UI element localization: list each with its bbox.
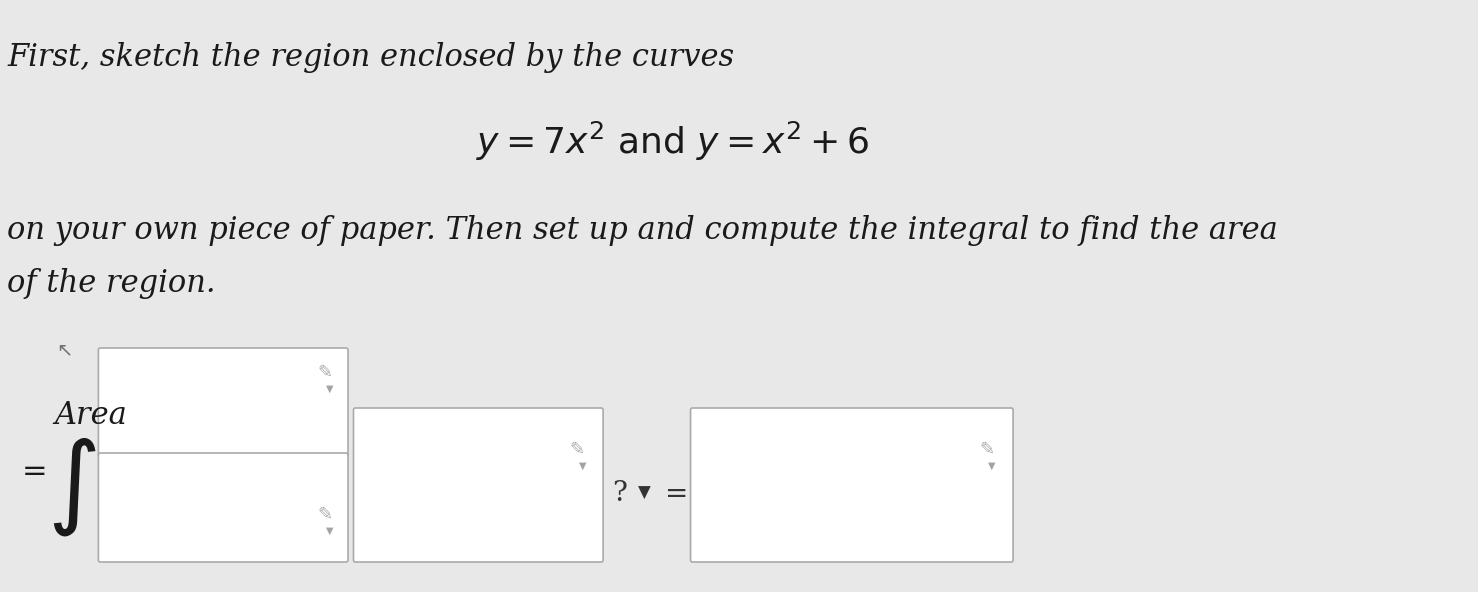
- Text: First, sketch the region enclosed by the curves: First, sketch the region enclosed by the…: [7, 42, 735, 73]
- FancyBboxPatch shape: [353, 408, 603, 562]
- Text: ?: ?: [612, 480, 627, 507]
- Text: ↖: ↖: [56, 340, 72, 359]
- Text: of the region.: of the region.: [7, 268, 216, 299]
- Text: ✎: ✎: [318, 364, 333, 382]
- Text: ▼: ▼: [327, 526, 334, 536]
- Text: ▼: ▼: [989, 461, 996, 471]
- FancyBboxPatch shape: [99, 453, 347, 562]
- Text: ▼: ▼: [327, 384, 334, 394]
- Text: $\int$: $\int$: [47, 435, 96, 538]
- Text: ▼: ▼: [578, 461, 585, 471]
- Text: $y = 7x^2$ and $y = x^2 + 6$: $y = 7x^2$ and $y = x^2 + 6$: [476, 120, 871, 163]
- FancyBboxPatch shape: [690, 408, 1012, 562]
- FancyBboxPatch shape: [99, 348, 347, 457]
- Text: ▼: ▼: [637, 484, 650, 502]
- Text: Area: Area: [55, 400, 127, 431]
- Text: ✎: ✎: [318, 506, 333, 524]
- Text: =: =: [665, 480, 689, 508]
- Text: on your own piece of paper. Then set up and compute the integral to find the are: on your own piece of paper. Then set up …: [7, 215, 1278, 246]
- Text: ✎: ✎: [980, 441, 995, 459]
- Text: $=$: $=$: [16, 455, 47, 484]
- Text: ✎: ✎: [569, 441, 584, 459]
